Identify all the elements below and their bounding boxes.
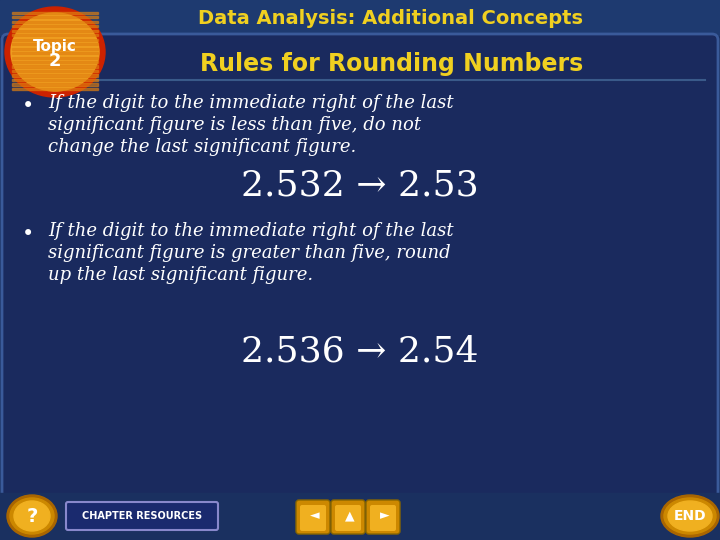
Ellipse shape [7, 495, 57, 537]
FancyBboxPatch shape [66, 502, 218, 530]
Bar [12, 39, 98, 41]
Text: significant figure is greater than five, round: significant figure is greater than five,… [48, 244, 451, 262]
FancyBboxPatch shape [296, 500, 330, 534]
Bar [12, 79, 98, 81]
Ellipse shape [661, 495, 719, 537]
Text: ?: ? [27, 507, 37, 525]
Bar [12, 12, 98, 14]
Bar [12, 30, 98, 32]
Ellipse shape [664, 498, 716, 534]
FancyBboxPatch shape [2, 34, 718, 498]
Text: 2.532 → 2.53: 2.532 → 2.53 [241, 168, 479, 202]
Bar [12, 65, 98, 68]
Text: Topic: Topic [33, 38, 77, 53]
Bar [12, 25, 98, 28]
FancyBboxPatch shape [366, 500, 400, 534]
Text: significant figure is less than five, do not: significant figure is less than five, do… [48, 116, 421, 134]
Bar [12, 83, 98, 85]
FancyBboxPatch shape [300, 505, 326, 531]
Bar [0, 0, 720, 35]
Text: CHAPTER RESOURCES: CHAPTER RESOURCES [82, 511, 202, 521]
FancyBboxPatch shape [331, 500, 365, 534]
Text: •: • [22, 224, 35, 244]
Bar [12, 52, 98, 54]
Text: If the digit to the immediate right of the last: If the digit to the immediate right of t… [48, 94, 454, 112]
Text: •: • [22, 96, 35, 116]
Bar [12, 75, 98, 77]
Text: change the last significant figure.: change the last significant figure. [48, 138, 356, 156]
Bar [12, 43, 98, 45]
Text: up the last significant figure.: up the last significant figure. [48, 266, 313, 284]
Text: Rules for Rounding Numbers: Rules for Rounding Numbers [200, 52, 583, 76]
Bar [12, 16, 98, 18]
FancyBboxPatch shape [335, 505, 361, 531]
Text: ▲: ▲ [345, 510, 355, 523]
Bar [12, 70, 98, 72]
Bar [12, 48, 98, 50]
Text: Data Analysis: Additional Concepts: Data Analysis: Additional Concepts [197, 9, 582, 28]
Ellipse shape [668, 501, 712, 531]
Bar [12, 88, 98, 90]
Ellipse shape [14, 501, 50, 531]
Bar [12, 57, 98, 59]
Text: ◄: ◄ [310, 510, 320, 523]
Text: 2: 2 [49, 52, 61, 70]
FancyBboxPatch shape [370, 505, 396, 531]
Text: If the digit to the immediate right of the last: If the digit to the immediate right of t… [48, 222, 454, 240]
Text: 2.536 → 2.54: 2.536 → 2.54 [241, 335, 479, 369]
Bar [12, 34, 98, 36]
Bar [12, 61, 98, 63]
Text: ►: ► [380, 510, 390, 523]
Ellipse shape [10, 498, 54, 534]
Bar [12, 21, 98, 23]
Text: END: END [674, 509, 706, 523]
Ellipse shape [5, 7, 105, 97]
Bar [0, 493, 720, 540]
Ellipse shape [11, 13, 99, 91]
